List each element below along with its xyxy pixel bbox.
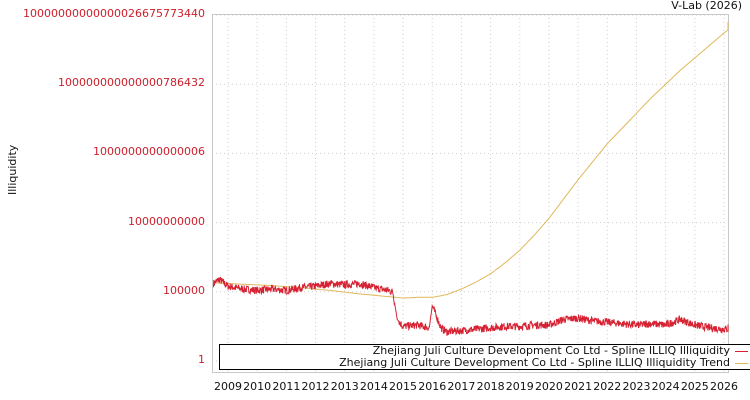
x-tick-label: 2024 [651,380,680,393]
x-tick-label: 2011 [272,380,301,393]
x-tick-label: 2021 [564,380,593,393]
y-tick-label: 1 [198,353,205,366]
x-tick-label: 2009 [214,380,242,393]
y-tick-label: 100000 [163,283,205,297]
x-tick-label: 2025 [680,380,709,393]
x-tick-label: 2015 [389,380,418,393]
x-tick-label: 2018 [476,380,505,393]
legend-item-illiquidity: Zhejiang Juli Culture Development Co Ltd… [372,344,730,357]
legend: Zhejiang Juli Culture Development Co Ltd… [219,344,750,370]
legend-swatch-trend [735,363,748,364]
x-tick-label: 2010 [243,380,272,393]
x-tick-label: 2014 [359,380,388,393]
x-tick-label: 2022 [593,380,622,393]
illiquidity-line [212,276,729,336]
y-tick-label: 10000000000 [128,214,205,228]
grid-lines [212,14,728,372]
x-tick-label: 2016 [418,380,447,393]
x-tick-label: 2012 [301,380,330,393]
y-axis-label: Illiquidity [6,144,19,195]
y-tick-label: 100000000000000786432 [58,76,205,90]
plot-frame [212,14,729,373]
x-tick-label: 2023 [622,380,651,393]
legend-item-trend: Zhejiang Juli Culture Development Co Ltd… [339,356,730,369]
x-tick-label: 2019 [505,380,534,393]
legend-swatch-illiquidity [735,351,748,352]
credit-label: V-Lab (2026) [671,0,742,12]
y-tick-label: 10000000000000026675773440 [23,7,205,20]
x-tick-label: 2026 [710,380,738,393]
trend-line [213,21,729,299]
x-tick-label: 2020 [534,380,563,393]
x-tick-label: 2013 [330,380,359,393]
x-tick-label: 2017 [447,380,476,393]
y-tick-label: 1000000000000006 [93,145,205,159]
